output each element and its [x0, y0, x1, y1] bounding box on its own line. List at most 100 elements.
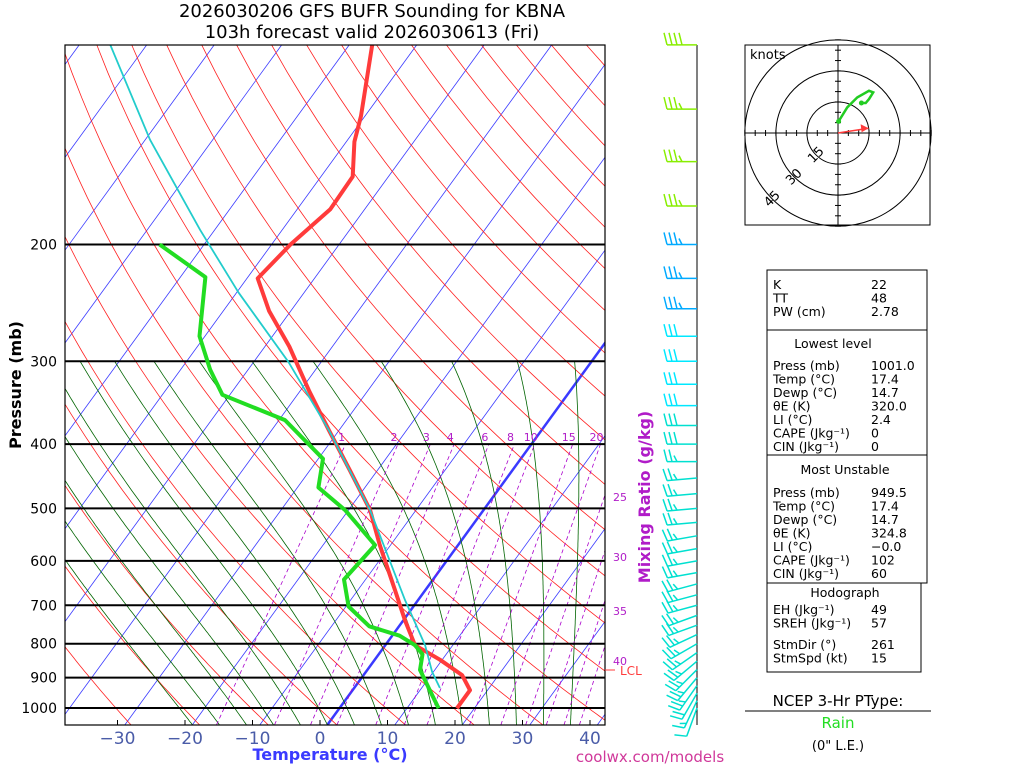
wind-barb: [661, 553, 698, 567]
wind-barb-feather: [661, 566, 669, 579]
stat-label: CAPE (Jkg⁻¹): [773, 553, 850, 568]
dry-adiabat-line: [201, 45, 605, 531]
stat-value: 49: [871, 602, 887, 617]
wind-barb: [663, 449, 697, 463]
pressure-tick-label: 700: [30, 598, 57, 614]
title-line-2: 103h forecast valid 2026030613 (Fri): [205, 22, 540, 43]
wind-barb-feather: [663, 372, 668, 385]
wind-barb-feather: [666, 579, 674, 591]
wind-barb: [661, 613, 698, 627]
mr-label-top: 8: [507, 431, 514, 444]
pressure-tick-label: 600: [30, 554, 57, 570]
stat-label: K: [773, 277, 782, 292]
isotherm-line: [259, 249, 605, 725]
wind-barb: [663, 266, 697, 280]
mr-label-top: 2: [391, 431, 398, 444]
stat-value: 1001.0: [871, 358, 915, 373]
wind-barb: [661, 623, 698, 637]
wind-barb-feather: [661, 649, 672, 660]
wind-barb: [663, 413, 697, 427]
moist-adiabat-line: [312, 361, 463, 725]
moist-adiabat-line: [65, 435, 274, 725]
wind-barb-feather: [672, 473, 678, 481]
wind-barb-feather: [672, 710, 685, 716]
hodograph-start-dot: [836, 118, 842, 124]
moist-adiabat-line: [451, 361, 517, 725]
wind-barb-feather: [668, 96, 673, 110]
wind-barb-feather: [663, 324, 668, 337]
dry-adiabat-line: [166, 45, 605, 577]
wind-barb: [663, 372, 697, 386]
wind-barb: [662, 483, 698, 497]
moist-adiabat-line: [65, 520, 220, 725]
mr-label-25: 25: [613, 491, 627, 504]
wind-barb-feather: [667, 704, 681, 711]
stat-value: 60: [871, 566, 887, 581]
stat-label: CIN (Jkg⁻¹): [773, 566, 839, 581]
storm-motion-arrowhead: [860, 124, 869, 133]
isotherm-line: [394, 435, 605, 725]
wind-barb: [661, 565, 698, 579]
wind-barb: [663, 393, 697, 407]
wind-barb: [662, 512, 698, 526]
wind-barb: [674, 707, 698, 737]
dry-adiabat-line: [236, 45, 605, 485]
wind-barb-feather: [673, 193, 678, 207]
wind-barb-feather: [673, 296, 678, 309]
wind-barb: [662, 468, 698, 482]
wind-barb: [666, 677, 698, 702]
stat-value: −0.0: [871, 539, 901, 554]
wind-barb-feather: [673, 455, 678, 462]
stat-value: 102: [871, 553, 895, 568]
wind-barb: [663, 660, 698, 682]
wind-barb-feather: [674, 734, 687, 737]
wind-barb-feather: [665, 635, 675, 646]
wind-barb-feather: [668, 149, 673, 162]
wind-barb-feather: [666, 646, 676, 657]
temp-tick-label: 40: [579, 729, 601, 749]
wind-barb: [661, 600, 698, 614]
wind-barb-feather: [668, 372, 673, 385]
stat-label: StmSpd (kt): [773, 651, 848, 666]
stat-label: θE (K): [773, 399, 810, 414]
wind-barb-staff: [686, 707, 698, 737]
stat-value: 2.4: [871, 412, 891, 427]
wind-barb-feather: [667, 498, 673, 511]
wind-barb-feather: [663, 266, 668, 279]
mr-label-35: 35: [613, 605, 627, 618]
dry-adiabat-line: [271, 45, 605, 441]
temp-tick-label: −20: [167, 729, 203, 749]
wind-barb: [667, 685, 698, 711]
pressure-tick-label: 1000: [21, 701, 57, 717]
wind-barb-feather: [672, 518, 678, 525]
wind-barb-feather: [672, 570, 678, 577]
stat-value: 949.5: [871, 485, 907, 500]
stat-value: 324.8: [871, 526, 907, 541]
mixing-ratio-line: [403, 443, 515, 725]
wind-barb-feather: [663, 193, 668, 207]
dry-adiabat-line: [65, 320, 406, 725]
wind-barb: [663, 324, 697, 337]
dry-adiabat-line: [131, 45, 605, 624]
isotherm-line: [124, 63, 605, 725]
wind-barb-feather: [678, 272, 683, 279]
wind-barb-feather: [678, 199, 683, 207]
wind-barb-feather: [666, 600, 674, 613]
temp-tick-label: 30: [512, 729, 534, 749]
mixing-ratio-line: [579, 644, 605, 725]
temperature-trace: [255, 45, 472, 710]
stat-label: TT: [772, 291, 788, 306]
pressure-tick-label: 400: [30, 437, 57, 453]
pressure-tick-label: 500: [30, 501, 57, 517]
wind-barb-feather: [669, 690, 682, 698]
wind-barb-feather: [668, 296, 673, 309]
x-axis-label: Temperature (°C): [252, 745, 407, 764]
moist-adiabat-line: [570, 361, 580, 725]
wind-barb: [663, 349, 697, 363]
dry-adiabat-line: [341, 45, 605, 354]
wind-barb-feather: [668, 232, 673, 245]
wind-barb-feather: [661, 542, 669, 555]
wind-barb-feather: [678, 102, 683, 110]
wind-barb-feather: [673, 149, 678, 162]
wind-barb-feather: [661, 637, 671, 648]
